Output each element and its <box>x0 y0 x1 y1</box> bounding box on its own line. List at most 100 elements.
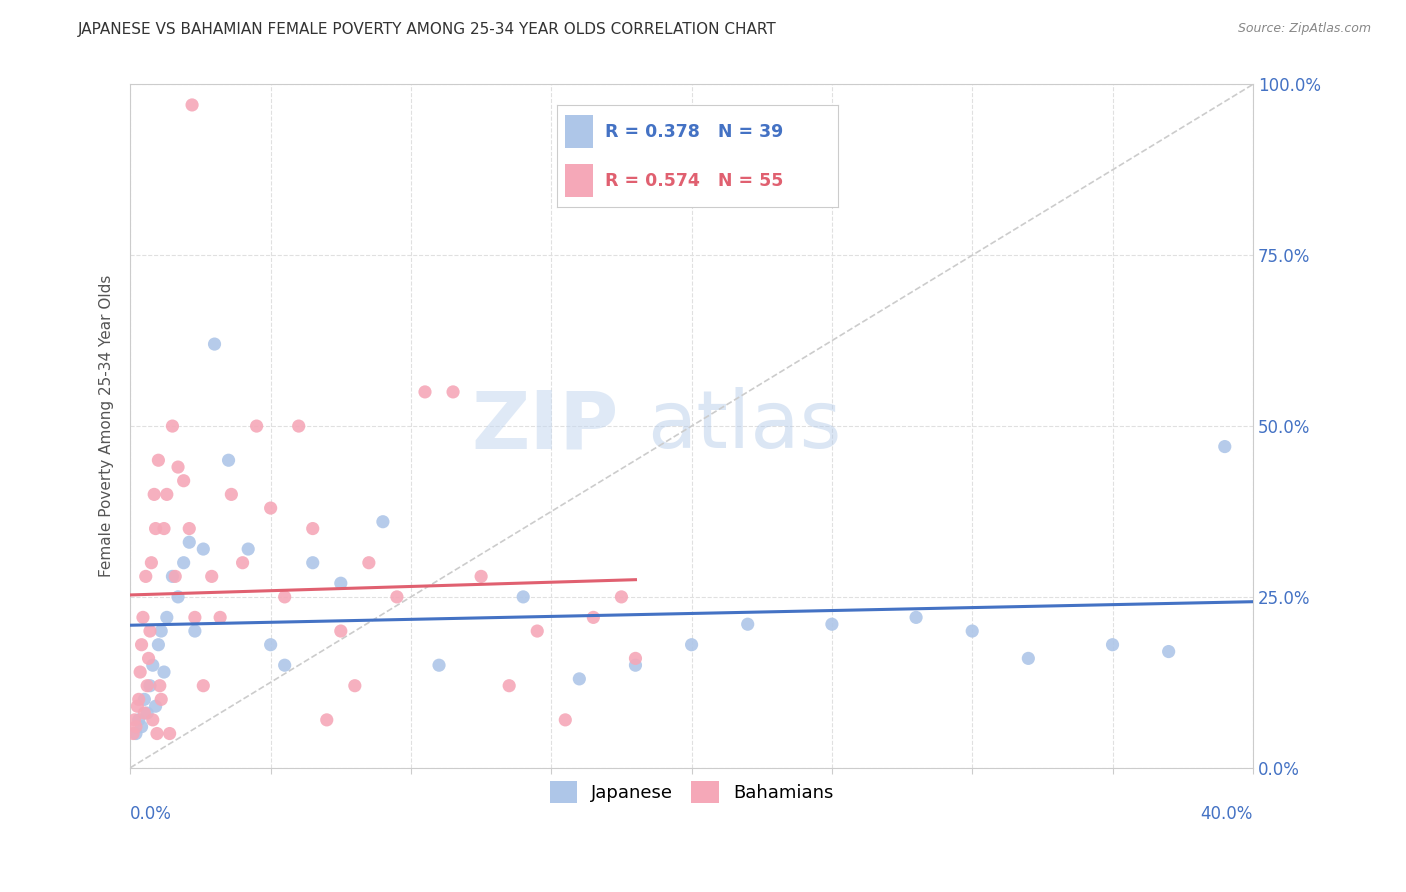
Point <box>343 679 366 693</box>
Point <box>179 522 201 536</box>
Text: Source: ZipAtlas.com: Source: ZipAtlas.com <box>1237 22 1371 36</box>
Point <box>301 522 323 536</box>
Point <box>139 624 162 638</box>
Point <box>246 419 269 434</box>
Point <box>209 610 232 624</box>
Point <box>129 665 152 679</box>
Point <box>287 419 309 434</box>
Point <box>512 590 534 604</box>
Point <box>173 556 195 570</box>
Point <box>128 692 150 706</box>
Text: JAPANESE VS BAHAMIAN FEMALE POVERTY AMONG 25-34 YEAR OLDS CORRELATION CHART: JAPANESE VS BAHAMIAN FEMALE POVERTY AMON… <box>77 22 776 37</box>
Point <box>153 522 176 536</box>
Point <box>167 460 190 475</box>
Point <box>315 713 337 727</box>
Point <box>125 726 148 740</box>
Point <box>150 692 173 706</box>
Point <box>238 542 260 557</box>
Point <box>385 590 408 604</box>
Point <box>181 98 204 112</box>
Point <box>139 679 162 693</box>
Point <box>149 679 172 693</box>
Point <box>125 720 148 734</box>
Point <box>259 501 281 516</box>
Point <box>146 726 169 740</box>
Point <box>135 569 157 583</box>
Text: atlas: atlas <box>647 387 841 465</box>
Point <box>905 610 928 624</box>
Point <box>145 522 167 536</box>
Point <box>150 624 173 638</box>
Point <box>1157 644 1180 658</box>
Text: 40.0%: 40.0% <box>1201 805 1253 823</box>
Point <box>610 590 633 604</box>
Point <box>156 487 179 501</box>
Point <box>526 624 548 638</box>
Point <box>122 726 145 740</box>
Point <box>737 617 759 632</box>
Point <box>301 556 323 570</box>
Point <box>582 610 605 624</box>
Point <box>568 672 591 686</box>
Point <box>498 679 520 693</box>
Point <box>173 474 195 488</box>
Point <box>371 515 394 529</box>
Point <box>134 692 156 706</box>
Point <box>162 569 184 583</box>
Point <box>470 569 492 583</box>
Point <box>221 487 243 501</box>
Point <box>960 624 983 638</box>
Point <box>159 726 181 740</box>
Point <box>145 699 167 714</box>
Point <box>624 658 647 673</box>
Point <box>204 337 226 351</box>
Text: ZIP: ZIP <box>471 387 619 465</box>
Point <box>165 569 187 583</box>
Point <box>153 665 176 679</box>
Point <box>142 658 165 673</box>
Point <box>427 658 450 673</box>
Point <box>193 542 215 557</box>
Point <box>128 713 150 727</box>
Point <box>259 638 281 652</box>
Point <box>162 419 184 434</box>
Point <box>273 658 295 673</box>
Point <box>136 679 159 693</box>
Point <box>201 569 224 583</box>
Point <box>167 590 190 604</box>
Point <box>441 384 464 399</box>
Point <box>184 610 207 624</box>
Point <box>136 706 159 720</box>
Point <box>138 651 160 665</box>
Point <box>148 638 170 652</box>
Point <box>156 610 179 624</box>
Y-axis label: Female Poverty Among 25-34 Year Olds: Female Poverty Among 25-34 Year Olds <box>100 275 114 577</box>
Point <box>1017 651 1039 665</box>
Point <box>681 638 703 652</box>
Point <box>179 535 201 549</box>
Point <box>554 713 576 727</box>
Point <box>148 453 170 467</box>
Point <box>329 576 352 591</box>
Point <box>218 453 240 467</box>
Point <box>329 624 352 638</box>
Point <box>624 651 647 665</box>
Legend: Japanese, Bahamians: Japanese, Bahamians <box>543 773 841 810</box>
Point <box>273 590 295 604</box>
Point <box>413 384 436 399</box>
Point <box>141 556 163 570</box>
Point <box>124 713 146 727</box>
Point <box>1213 440 1236 454</box>
Point <box>132 610 155 624</box>
Point <box>127 699 149 714</box>
Point <box>357 556 380 570</box>
Point <box>232 556 254 570</box>
Point <box>821 617 844 632</box>
Text: 0.0%: 0.0% <box>131 805 172 823</box>
Point <box>193 679 215 693</box>
Point <box>143 487 166 501</box>
Point <box>131 720 153 734</box>
Point <box>184 624 207 638</box>
Point <box>131 638 153 652</box>
Point <box>134 706 156 720</box>
